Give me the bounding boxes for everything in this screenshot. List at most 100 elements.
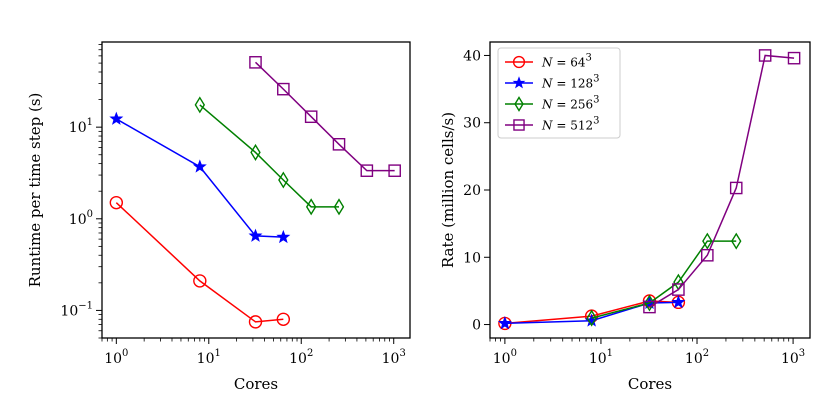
- x-tick-label-base: 10: [197, 351, 215, 367]
- y-tick-label: 10: [463, 250, 481, 266]
- series-line: [591, 240, 737, 319]
- x-tick-label: 103: [781, 348, 805, 367]
- data-point: [276, 229, 291, 244]
- x-tick-label: 102: [685, 348, 709, 367]
- series-line: [504, 300, 679, 325]
- legend-label-exponent: 3: [593, 116, 599, 127]
- data-point: [249, 56, 262, 69]
- y-tick-label: 101: [69, 117, 93, 136]
- y-tick-label-exponent: −1: [78, 300, 93, 311]
- data-point: [497, 316, 512, 330]
- legend-label-base: 64: [570, 56, 586, 70]
- legend-item: N = 2563: [505, 95, 599, 112]
- x-tick-label-exponent: 1: [215, 348, 221, 359]
- y-tick-label: 20: [463, 183, 481, 199]
- data-point: [643, 300, 656, 314]
- data-point: [276, 312, 291, 326]
- y-tick-label-base: 10: [60, 303, 78, 319]
- y-tick-label-exponent: 1: [87, 117, 93, 128]
- x-tick-label-base: 10: [104, 351, 122, 367]
- x-tick-label: 101: [589, 348, 613, 367]
- legend-label-prefix: N =: [541, 98, 570, 112]
- data-point: [586, 309, 597, 327]
- data-point: [304, 110, 318, 124]
- legend-marker: [512, 55, 526, 69]
- data-point: [701, 248, 714, 262]
- series-1: [109, 195, 291, 329]
- legend-label: N = 2563: [541, 95, 599, 112]
- legend-label-base: 512: [570, 119, 593, 133]
- data-point: [250, 143, 261, 161]
- data-point: [729, 181, 743, 195]
- legend-label-prefix: N =: [541, 77, 570, 91]
- series-line: [115, 118, 284, 238]
- legend-label-base: 256: [570, 98, 593, 112]
- data-point: [248, 315, 263, 329]
- data-point: [248, 228, 263, 242]
- legend-label-exponent: 3: [593, 95, 599, 106]
- data-point: [194, 96, 206, 114]
- x-axis-label: Cores: [234, 375, 278, 393]
- data-point: [787, 51, 801, 65]
- series-line: [504, 301, 679, 325]
- y-axis-label: Rate (million cells/s): [439, 112, 457, 268]
- axes-frame: [101, 41, 411, 339]
- y-axis-label: Runtime per time step (s): [26, 93, 44, 288]
- x-tick-label-base: 10: [781, 351, 799, 367]
- data-point: [758, 49, 772, 62]
- y-tick-label-base: 10: [69, 120, 87, 136]
- x-tick-label-exponent: 1: [607, 348, 613, 359]
- x-tick-label: 100: [104, 348, 128, 367]
- series-line: [649, 54, 795, 308]
- legend-label-base: 128: [570, 77, 593, 91]
- legend-label-exponent: 3: [593, 74, 599, 85]
- series-line: [199, 104, 339, 208]
- legend-label-prefix: N =: [541, 119, 570, 133]
- y-tick-label: 100: [69, 209, 93, 228]
- legend-marker: [514, 96, 524, 112]
- series-4: [643, 49, 801, 314]
- legend-label: N = 5123: [541, 116, 599, 133]
- series-2: [109, 111, 291, 244]
- x-tick-label: 103: [382, 348, 406, 367]
- x-tick-label-exponent: 0: [122, 348, 128, 359]
- x-tick-label: 102: [289, 348, 313, 367]
- data-point: [278, 171, 289, 189]
- x-tick-label-exponent: 3: [799, 348, 805, 359]
- x-tick-label-exponent: 2: [307, 348, 313, 359]
- data-point: [644, 294, 655, 312]
- legend-box: [497, 47, 621, 139]
- y-tick-label-base: 10: [69, 212, 87, 228]
- legend-marker: [513, 119, 525, 131]
- legend-item: N = 5123: [505, 116, 599, 133]
- data-point: [333, 198, 345, 216]
- data-point: [305, 198, 317, 216]
- x-tick-label-base: 10: [493, 351, 511, 367]
- data-point: [109, 195, 124, 210]
- x-tick-label: 100: [493, 348, 517, 367]
- data-point: [388, 164, 401, 177]
- legend-marker: [512, 76, 526, 89]
- data-point: [671, 295, 686, 309]
- x-tick-label-exponent: 2: [703, 348, 709, 359]
- series-line: [115, 202, 284, 323]
- data-point: [731, 232, 742, 250]
- data-point: [109, 111, 124, 125]
- y-tick-label-exponent: 0: [87, 209, 93, 220]
- x-tick-label-base: 10: [382, 351, 400, 367]
- y-tick-label: 10−1: [60, 300, 93, 319]
- series-line: [254, 61, 395, 172]
- legend-item: N = 1283: [505, 74, 599, 91]
- legend-item: N = 643: [505, 53, 592, 70]
- data-point: [192, 159, 207, 173]
- y-tick-label: 0: [472, 318, 481, 334]
- legend-label-exponent: 3: [585, 53, 591, 64]
- data-point: [672, 283, 685, 296]
- series-3: [194, 96, 345, 216]
- legend-label: N = 1283: [541, 74, 599, 91]
- data-point: [193, 274, 207, 288]
